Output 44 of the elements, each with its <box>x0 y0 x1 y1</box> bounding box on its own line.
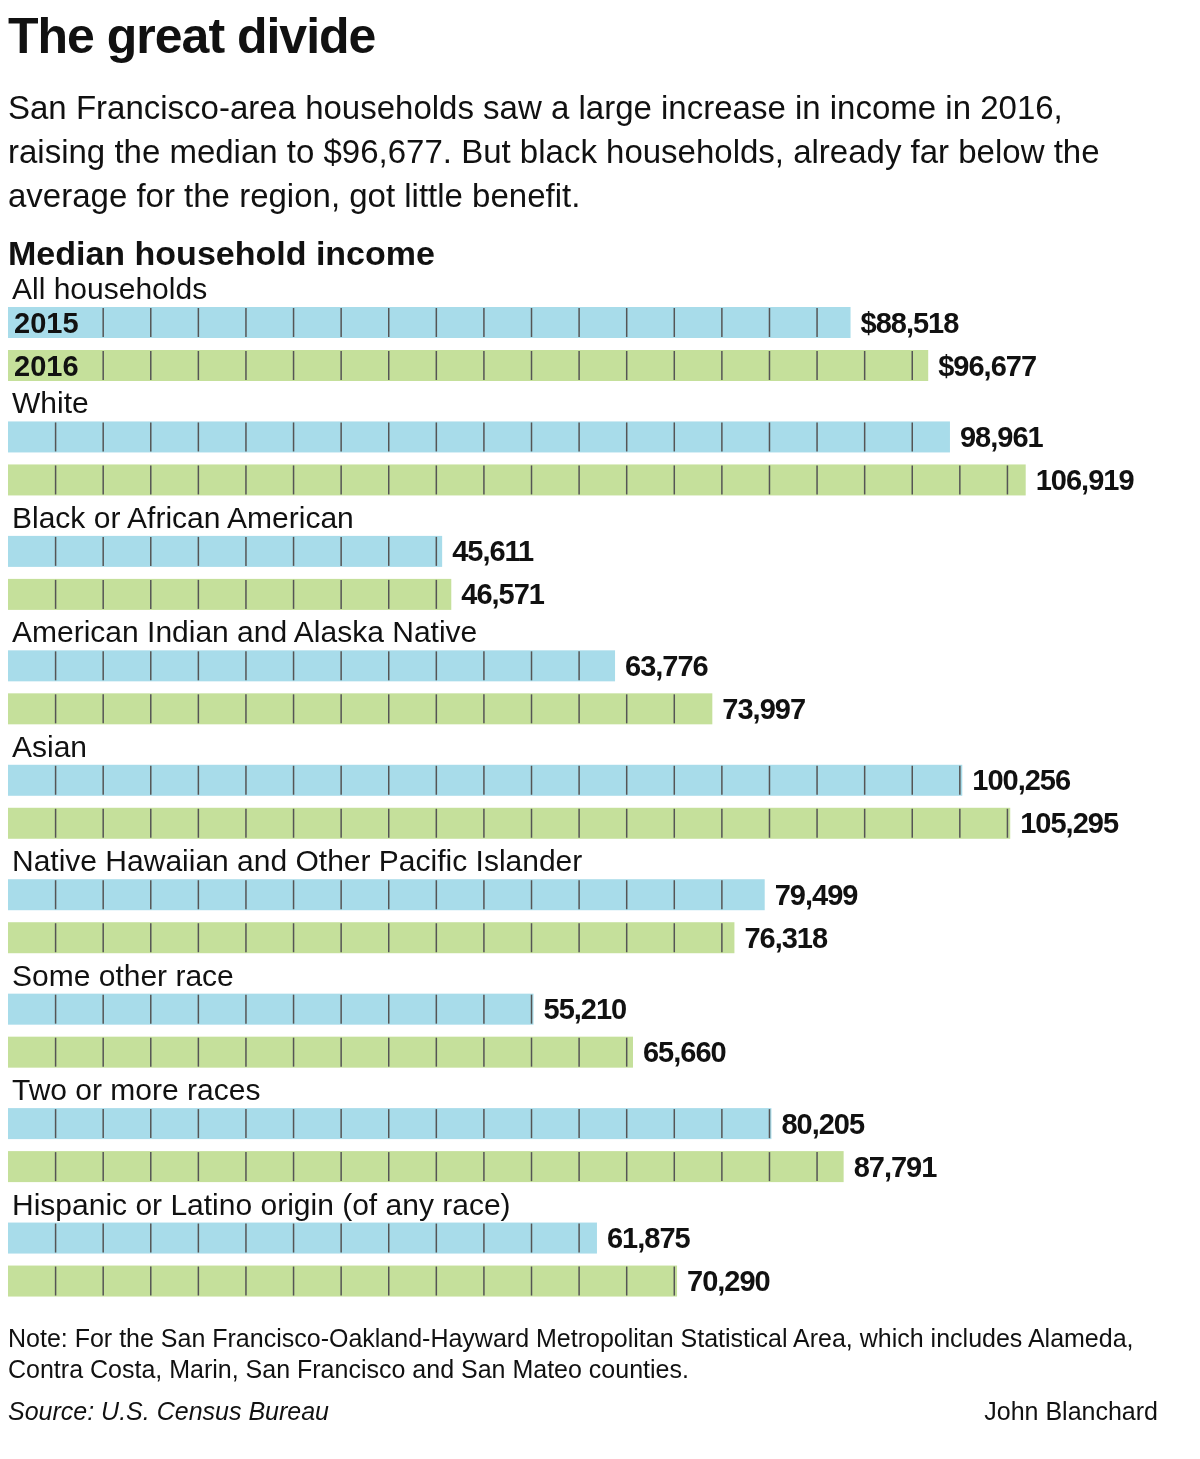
data-label: 80,205 <box>781 1107 865 1140</box>
chart-title: The great divide <box>8 8 377 64</box>
y-tick-label: All households <box>12 272 208 305</box>
y-tick-label: White <box>12 386 89 420</box>
data-label: 70,290 <box>687 1265 770 1298</box>
x-axis-title: Median household income <box>8 234 436 273</box>
bar <box>8 464 1026 496</box>
bar <box>8 1036 633 1068</box>
data-label: 76,318 <box>744 921 828 954</box>
data-label: 98,961 <box>959 420 1044 453</box>
data-label: 73,997 <box>722 692 806 725</box>
data-label: 46,571 <box>461 578 545 611</box>
data-label: 61,875 <box>606 1222 691 1255</box>
bar <box>8 1151 844 1183</box>
bar <box>8 693 713 725</box>
bar <box>8 807 1011 839</box>
text: John Blanchard <box>984 1397 1158 1426</box>
data-label: 45,611 <box>452 535 535 568</box>
y-tick-label: Hispanic or Latino origin (of any race) <box>12 1187 511 1221</box>
text: Note: For the San Francisco-Oakland-Hayward Metropolitan Statistical Area, which includes Alameda, Contra Costa, Marin, San Francisco and San Mateo counties. <box>8 1323 1135 1385</box>
y-tick-label: Asian <box>12 729 88 763</box>
data-label: $88,518 <box>860 306 960 339</box>
data-label: 105,295 <box>1020 807 1119 840</box>
data-label: 63,776 <box>625 649 709 682</box>
bar <box>8 307 851 338</box>
bar <box>8 1265 678 1297</box>
source-note: Source: U.S. Census Bureau <box>8 1397 329 1426</box>
bar <box>8 350 929 381</box>
y-tick-label: Black or African American <box>12 500 354 534</box>
chart-subtitle: San Francisco-area households saw a large increase in income in 2016, raising the median to $96,677. But black households, already far below the average for the region, got little benefit. <box>8 88 1101 216</box>
data-label: 55,210 <box>543 993 627 1026</box>
data-label: $96,677 <box>938 349 1037 382</box>
y-tick-label: American Indian and Alaska Native <box>12 615 478 649</box>
y-tick-label: Two or more races <box>12 1073 261 1107</box>
data-label: 65,660 <box>642 1036 726 1069</box>
series-label: 2016 <box>14 349 79 382</box>
data-label: 79,499 <box>774 878 859 911</box>
data-label: 106,919 <box>1035 463 1135 496</box>
y-tick-label: Some other race <box>12 958 234 992</box>
series-label: 2015 <box>14 306 79 339</box>
data-label: 100,256 <box>972 764 1071 797</box>
data-label: 87,791 <box>853 1150 938 1183</box>
bar <box>8 578 452 610</box>
y-tick-label: Native Hawaiian and Other Pacific Islander <box>12 844 583 878</box>
